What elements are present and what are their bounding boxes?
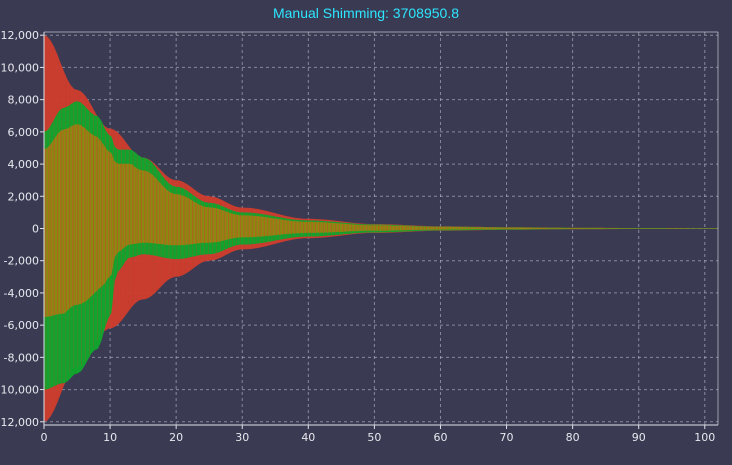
y-tick-label: 2,000: [8, 190, 40, 203]
y-tick-label: -12,000: [0, 416, 39, 429]
y-tick-label: -2,000: [4, 255, 39, 268]
axes: [43, 31, 719, 426]
x-tick-label: 20: [169, 431, 183, 444]
oscillation-texture: [45, 35, 439, 422]
x-tick-label: 40: [301, 431, 315, 444]
y-tick-label: -10,000: [0, 384, 39, 397]
x-tick-label: 90: [632, 431, 646, 444]
y-tick-label: -6,000: [4, 319, 39, 332]
x-tick-label: 30: [235, 431, 249, 444]
chart-title: Manual Shimming: 3708950.8: [272, 5, 459, 21]
x-tick-label: 0: [41, 431, 48, 444]
series-green-envelope: [44, 101, 718, 390]
y-tick-label: -8,000: [4, 351, 39, 364]
tick-labels: 0 10 20 30 40 50 60 70 80 90 100 12,000 10,000 8,000 6…: [0, 29, 715, 444]
x-tick-label: 80: [566, 431, 580, 444]
x-tick-label: 100: [694, 431, 715, 444]
series-layer: [44, 35, 718, 422]
series-overlap-band: [44, 124, 718, 318]
y-tick-label: -4,000: [4, 287, 39, 300]
x-tick-label: 10: [103, 431, 117, 444]
x-tick-label: 70: [500, 431, 514, 444]
x-tick-label: 50: [367, 431, 381, 444]
x-tick-label: 60: [433, 431, 447, 444]
grid-lines: [43, 32, 718, 425]
y-tick-label: 6,000: [8, 126, 40, 139]
y-tick-label: 10,000: [1, 61, 40, 74]
y-tick-label: 8,000: [8, 94, 40, 107]
y-tick-label: 12,000: [1, 29, 40, 42]
y-tick-label: 4,000: [8, 158, 40, 171]
y-tick-label: 0: [32, 223, 39, 236]
